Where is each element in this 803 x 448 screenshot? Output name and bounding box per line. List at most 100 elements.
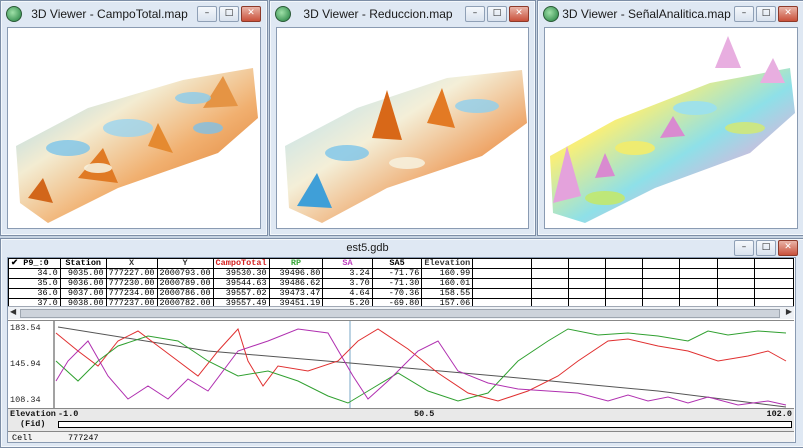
column-header[interactable]: CampoTotal [212, 258, 270, 269]
table-cell[interactable]: 777230.00 [105, 278, 158, 289]
column-header[interactable]: SA [322, 258, 373, 269]
table-cell[interactable]: 39557.02 [212, 288, 270, 299]
viewer-window-campototal[interactable]: 3D Viewer - CampoTotal.map – □ ✕ [0, 0, 268, 236]
close-button[interactable]: ✕ [241, 6, 261, 22]
empty-cell[interactable] [568, 278, 607, 289]
table-cell[interactable]: 39530.30 [212, 268, 270, 279]
fid-cell[interactable]: 36.0 [8, 288, 61, 299]
close-button[interactable]: ✕ [509, 6, 529, 22]
empty-cell[interactable] [753, 268, 795, 279]
fid-range-bar[interactable] [58, 421, 792, 428]
profile-plot[interactable]: 183.54 145.94 108.34 [8, 320, 794, 409]
3d-view-area[interactable] [276, 27, 529, 229]
table-row[interactable]: 34.0 9035.00 777227.00 2000793.00 39530.30 39… [8, 268, 795, 279]
empty-cell[interactable] [530, 268, 570, 279]
column-header[interactable]: Elevation [421, 258, 474, 269]
empty-cell[interactable] [568, 268, 607, 279]
3d-view-area[interactable] [544, 27, 798, 229]
empty-cell[interactable] [530, 288, 570, 299]
title-bar[interactable]: 3D Viewer - SeñalAnalitica.map – □ ✕ [538, 1, 803, 27]
empty-column-header[interactable] [753, 258, 795, 269]
empty-column-header[interactable] [568, 258, 607, 269]
table-cell[interactable]: 777234.00 [105, 288, 158, 299]
empty-cell[interactable] [753, 288, 795, 299]
empty-cell[interactable] [642, 278, 681, 289]
table-cell[interactable]: 9036.00 [59, 278, 107, 289]
minimize-button[interactable]: – [465, 6, 485, 22]
empty-column-header[interactable] [679, 258, 718, 269]
empty-column-header[interactable] [716, 258, 755, 269]
restore-button[interactable]: □ [756, 240, 776, 256]
empty-cell[interactable] [679, 288, 718, 299]
table-cell[interactable]: 39486.62 [268, 278, 324, 289]
viewer-window-senalanalitica[interactable]: 3D Viewer - SeñalAnalitica.map – □ ✕ [537, 0, 803, 236]
table-cell[interactable]: 39496.80 [268, 268, 324, 279]
empty-cell[interactable] [472, 278, 532, 289]
table-cell[interactable]: 4.64 [322, 288, 373, 299]
table-cell[interactable]: 9035.00 [59, 268, 107, 279]
viewer-window-reduccion[interactable]: 3D Viewer - Reduccion.map – □ ✕ [269, 0, 536, 236]
empty-cell[interactable] [679, 268, 718, 279]
table-cell[interactable]: 3.24 [322, 268, 373, 279]
database-window[interactable]: est5.gdb – □ ✕ ✔ P9_:0 Station X Y [0, 238, 803, 448]
empty-cell[interactable] [568, 288, 607, 299]
table-cell[interactable]: 2000793.00 [156, 268, 214, 279]
column-header[interactable]: Station [59, 258, 107, 269]
restore-button[interactable]: □ [487, 6, 507, 22]
empty-cell[interactable] [679, 278, 718, 289]
scroll-left-icon[interactable]: ◀ [10, 307, 17, 316]
table-cell[interactable]: 9037.00 [59, 288, 107, 299]
table-cell[interactable]: 39473.47 [268, 288, 324, 299]
minimize-button[interactable]: – [197, 6, 217, 22]
close-button[interactable]: ✕ [778, 240, 798, 256]
column-header[interactable]: SA5 [371, 258, 423, 269]
database-client[interactable]: ✔ P9_:0 Station X Y CampoTotal RP SA SA5… [7, 257, 796, 443]
empty-cell[interactable] [605, 278, 644, 289]
column-header[interactable]: Y [156, 258, 214, 269]
minimize-button[interactable]: – [734, 240, 754, 256]
table-row[interactable]: 35.0 9036.00 777230.00 2000789.00 39544.63 39… [8, 278, 795, 289]
table-cell[interactable]: 160.99 [421, 268, 474, 279]
table-cell[interactable]: 2000789.00 [156, 278, 214, 289]
table-cell[interactable]: 777227.00 [105, 268, 158, 279]
table-row[interactable]: 36.0 9037.00 777234.00 2000786.00 39557.02 39… [8, 288, 795, 299]
empty-cell[interactable] [716, 288, 755, 299]
minimize-button[interactable]: – [734, 6, 754, 22]
title-bar[interactable]: 3D Viewer - CampoTotal.map – □ ✕ [1, 1, 267, 27]
fid-cell[interactable]: 35.0 [8, 278, 61, 289]
empty-cell[interactable] [605, 268, 644, 279]
empty-cell[interactable] [716, 268, 755, 279]
restore-button[interactable]: □ [756, 6, 776, 22]
column-header[interactable]: X [105, 258, 158, 269]
horizontal-scrollbar[interactable]: ◀ ▶ [8, 306, 794, 319]
empty-cell[interactable] [530, 278, 570, 289]
table-cell[interactable]: 160.01 [421, 278, 474, 289]
empty-cell[interactable] [605, 288, 644, 299]
empty-cell[interactable] [716, 278, 755, 289]
empty-cell[interactable] [642, 268, 681, 279]
empty-column-header[interactable] [605, 258, 644, 269]
table-cell[interactable]: 2000786.00 [156, 288, 214, 299]
title-bar[interactable]: est5.gdb – □ ✕ [1, 239, 803, 257]
empty-cell[interactable] [753, 278, 795, 289]
empty-cell[interactable] [642, 288, 681, 299]
scroll-thumb[interactable] [20, 309, 780, 318]
column-header[interactable]: RP [268, 258, 324, 269]
table-cell[interactable]: 158.55 [421, 288, 474, 299]
empty-column-header[interactable] [472, 258, 532, 269]
table-cell[interactable]: 39544.63 [212, 278, 270, 289]
empty-column-header[interactable] [642, 258, 681, 269]
empty-cell[interactable] [472, 288, 532, 299]
table-cell[interactable]: -71.30 [371, 278, 423, 289]
scroll-right-icon[interactable]: ▶ [785, 307, 792, 316]
fid-axis[interactable]: Elevation (Fid) -1.0 50.5 102.0 [8, 408, 794, 431]
fid-cell[interactable]: 34.0 [8, 268, 61, 279]
spreadsheet[interactable]: ✔ P9_:0 Station X Y CampoTotal RP SA SA5… [8, 258, 795, 309]
3d-view-area[interactable] [7, 27, 261, 229]
empty-column-header[interactable] [530, 258, 570, 269]
table-cell[interactable]: -70.36 [371, 288, 423, 299]
table-cell[interactable]: 3.70 [322, 278, 373, 289]
close-button[interactable]: ✕ [778, 6, 798, 22]
empty-cell[interactable] [472, 268, 532, 279]
table-cell[interactable]: -71.76 [371, 268, 423, 279]
